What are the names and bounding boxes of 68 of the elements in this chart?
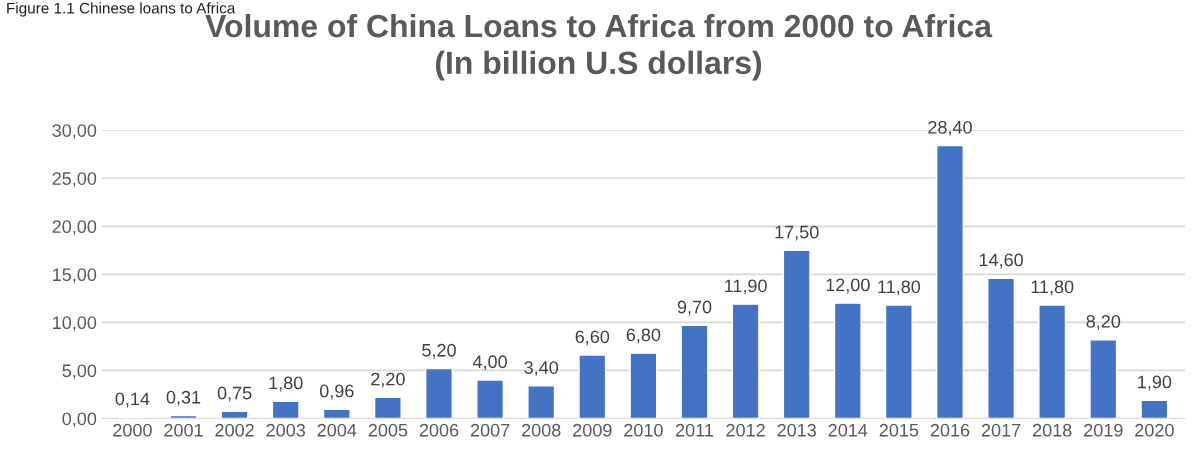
x-tick-label: 2018 xyxy=(1033,423,1072,437)
data-label: 8,20 xyxy=(1086,315,1121,330)
x-tick-label: 2002 xyxy=(215,423,254,437)
bar xyxy=(833,302,862,419)
bar xyxy=(1038,304,1067,419)
x-tick-label: 2008 xyxy=(522,423,561,437)
data-label: 0,14 xyxy=(115,392,150,408)
x-tick-label: 2017 xyxy=(981,423,1021,437)
x-tick-label: 2001 xyxy=(164,423,203,437)
data-label: 12,00 xyxy=(826,278,870,294)
x-tick-label: 2005 xyxy=(368,423,408,437)
y-tick-label: 5,00 xyxy=(62,364,97,380)
bar xyxy=(987,277,1016,419)
x-tick-label: 2014 xyxy=(828,423,868,437)
bar xyxy=(476,379,505,419)
x-tick-label: 2004 xyxy=(317,423,357,437)
x-tick-label: 2007 xyxy=(470,423,510,437)
data-label: 11,80 xyxy=(1031,280,1074,296)
x-tick-label: 2020 xyxy=(1135,423,1174,437)
y-tick-label: 25,00 xyxy=(52,172,97,188)
data-label: 28,40 xyxy=(928,120,972,136)
data-label: 17,50 xyxy=(775,225,819,241)
chart-title: Volume of China Loans to Africa from 2000 to Africa (In billion U.S dollars) xyxy=(205,13,993,81)
data-label: 5,20 xyxy=(422,343,456,359)
y-tick-label: 30,00 xyxy=(52,124,97,140)
x-tick-label: 2013 xyxy=(777,423,816,437)
bar xyxy=(1140,399,1169,419)
bar xyxy=(578,354,607,419)
data-label: 6,80 xyxy=(626,328,661,344)
x-tick-label: 2015 xyxy=(879,423,919,437)
x-tick-label: 2006 xyxy=(419,423,459,437)
bar xyxy=(271,400,300,419)
bar xyxy=(322,408,351,419)
x-tick-label: 2016 xyxy=(930,423,970,437)
data-label: 0,96 xyxy=(319,384,354,400)
data-label: 4,00 xyxy=(472,355,507,371)
data-label: 14,60 xyxy=(979,253,1023,269)
bar xyxy=(629,352,658,419)
bar xyxy=(680,324,709,419)
x-tick-label: 2019 xyxy=(1084,423,1123,437)
y-tick-label: 20,00 xyxy=(52,220,97,236)
bar xyxy=(731,303,760,419)
data-label: 0,31 xyxy=(166,390,201,406)
data-label: 11,80 xyxy=(878,280,921,296)
x-tick-label: 2012 xyxy=(726,423,765,437)
data-label: 11,90 xyxy=(725,279,767,295)
data-label: 1,90 xyxy=(1138,375,1172,391)
y-tick-label: 0,00 xyxy=(62,412,97,428)
y-tick-label: 15,00 xyxy=(53,268,97,284)
bar xyxy=(425,367,453,419)
x-tick-label: 2003 xyxy=(266,423,305,437)
bar xyxy=(782,249,811,419)
x-tick-label: 2010 xyxy=(624,423,663,437)
y-tick-label: 10,00 xyxy=(53,316,97,332)
bar xyxy=(884,304,913,419)
data-label: 2,20 xyxy=(371,372,405,388)
data-label: 3,40 xyxy=(524,361,559,377)
x-tick-label: 2009 xyxy=(573,423,612,437)
bar xyxy=(1089,339,1118,419)
bar xyxy=(373,396,402,419)
data-label: 0,75 xyxy=(217,386,252,402)
data-label: 1,80 xyxy=(269,376,303,392)
x-tick-label: 2000 xyxy=(113,423,152,437)
x-tick-label: 2011 xyxy=(675,423,714,437)
data-label: 9,70 xyxy=(677,300,712,316)
bar xyxy=(527,385,556,419)
bar xyxy=(935,144,964,419)
data-label: 6,60 xyxy=(575,330,610,346)
